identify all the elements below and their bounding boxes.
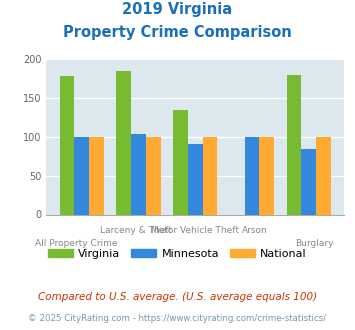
Bar <box>260 137 274 214</box>
Bar <box>316 137 331 214</box>
Bar <box>188 144 203 214</box>
Bar <box>301 148 316 214</box>
Bar <box>116 71 131 214</box>
Bar <box>60 77 75 215</box>
Text: Property Crime Comparison: Property Crime Comparison <box>63 25 292 40</box>
Bar <box>75 137 89 214</box>
Bar <box>173 110 188 214</box>
Bar <box>203 137 217 214</box>
Text: Compared to U.S. average. (U.S. average equals 100): Compared to U.S. average. (U.S. average … <box>38 292 317 302</box>
Bar <box>286 75 301 214</box>
Bar <box>131 134 146 214</box>
Text: Arson: Arson <box>242 226 268 235</box>
Text: 2019 Virginia: 2019 Virginia <box>122 2 233 16</box>
Text: All Property Crime: All Property Crime <box>35 239 117 248</box>
Bar <box>146 137 161 214</box>
Legend: Virginia, Minnesota, National: Virginia, Minnesota, National <box>44 245 311 263</box>
Text: Burglary: Burglary <box>295 239 334 248</box>
Bar <box>245 137 260 214</box>
Text: © 2025 CityRating.com - https://www.cityrating.com/crime-statistics/: © 2025 CityRating.com - https://www.city… <box>28 314 327 323</box>
Text: Motor Vehicle Theft: Motor Vehicle Theft <box>151 226 239 235</box>
Bar <box>89 137 104 214</box>
Text: Larceny & Theft: Larceny & Theft <box>99 226 172 235</box>
